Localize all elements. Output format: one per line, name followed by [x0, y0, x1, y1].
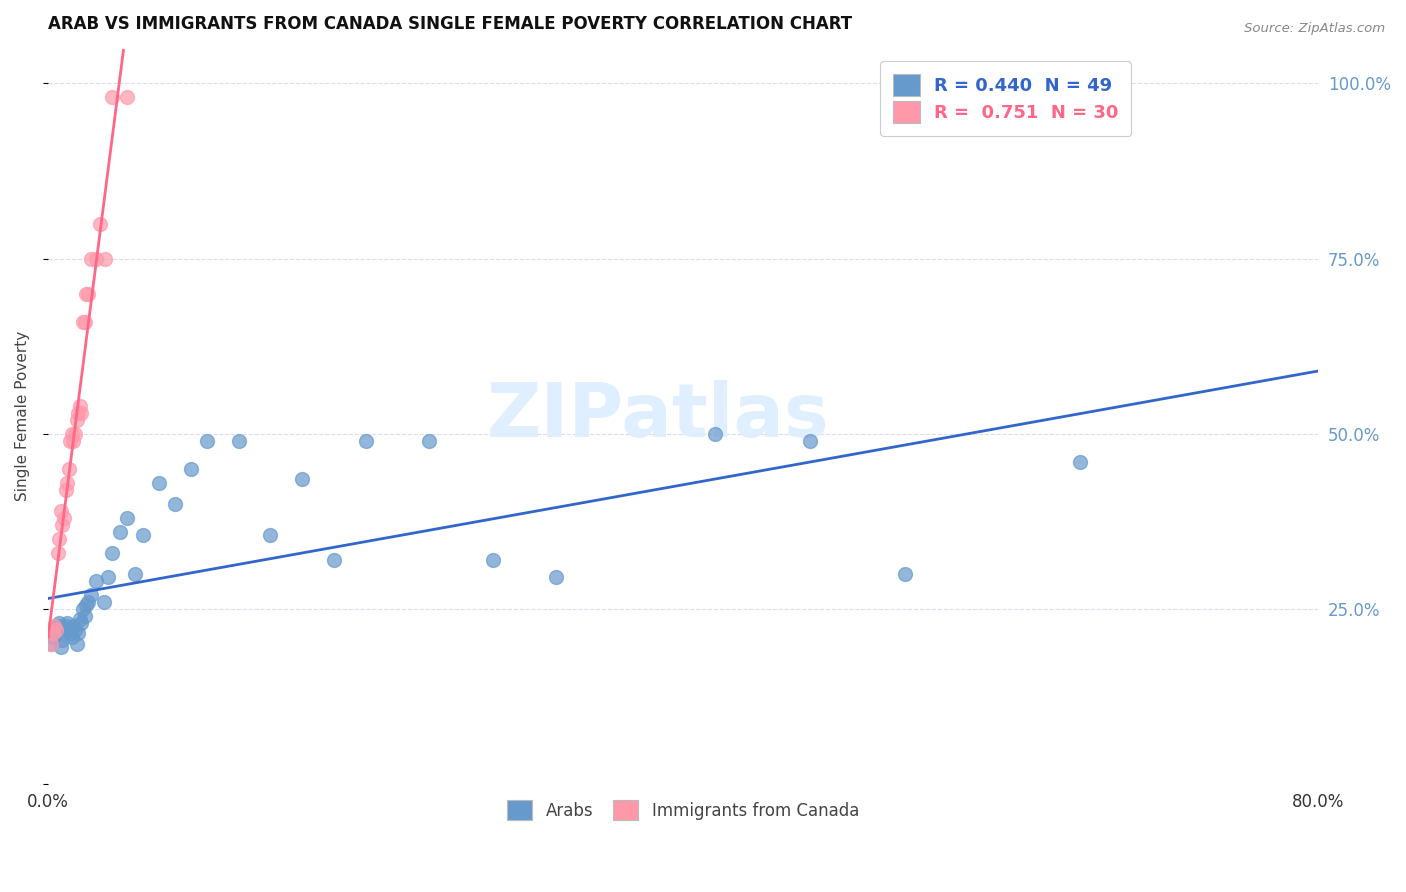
Point	[100, 90, 122, 104]
Text: Source: ZipAtlas.com: Source: ZipAtlas.com	[1244, 22, 1385, 36]
Point	[60, 630, 83, 644]
Point	[51, 517, 73, 532]
Point	[69, 399, 91, 413]
Point	[69, 612, 91, 626]
Point	[75, 286, 97, 301]
Point	[52, 626, 75, 640]
Point	[228, 434, 250, 448]
Point	[100, 546, 122, 560]
Point	[291, 472, 314, 486]
Point	[180, 461, 202, 475]
Point	[48, 615, 70, 630]
Point	[39, 637, 62, 651]
Point	[481, 552, 503, 566]
Point	[73, 608, 96, 623]
Point	[59, 626, 82, 640]
Point	[66, 412, 89, 426]
Point	[46, 546, 69, 560]
Point	[75, 598, 97, 612]
Point	[56, 615, 79, 630]
Point	[44, 623, 66, 637]
Point	[418, 434, 440, 448]
Point	[63, 623, 86, 637]
Point	[46, 619, 69, 633]
Point	[80, 252, 103, 266]
Point	[70, 615, 93, 630]
Point	[44, 619, 66, 633]
Y-axis label: Single Female Poverty: Single Female Poverty	[15, 331, 30, 501]
Point	[117, 90, 139, 104]
Point	[195, 434, 218, 448]
Point	[117, 510, 139, 524]
Point	[45, 623, 67, 637]
Point	[97, 570, 120, 584]
Point	[51, 633, 73, 648]
Point	[1069, 454, 1091, 468]
Point	[55, 619, 77, 633]
Point	[62, 434, 84, 448]
Point	[67, 406, 90, 420]
Point	[94, 252, 117, 266]
Point	[67, 626, 90, 640]
Point	[58, 623, 80, 637]
Point	[73, 314, 96, 328]
Point	[148, 475, 170, 490]
Point	[63, 426, 86, 441]
Point	[42, 626, 65, 640]
Text: ZIPatlas: ZIPatlas	[486, 380, 830, 452]
Point	[124, 566, 146, 581]
Point	[89, 217, 111, 231]
Point	[55, 483, 77, 497]
Point	[39, 637, 62, 651]
Point	[546, 570, 568, 584]
Point	[894, 566, 917, 581]
Point	[354, 434, 377, 448]
Point	[66, 637, 89, 651]
Point	[72, 601, 94, 615]
Point	[259, 528, 281, 542]
Point	[59, 434, 82, 448]
Point	[80, 588, 103, 602]
Point	[76, 286, 98, 301]
Point	[70, 406, 93, 420]
Legend: Arabs, Immigrants from Canada: Arabs, Immigrants from Canada	[501, 793, 866, 827]
Point	[49, 640, 72, 655]
Point	[132, 528, 155, 542]
Point	[165, 497, 187, 511]
Point	[108, 524, 131, 539]
Point	[72, 314, 94, 328]
Point	[60, 426, 83, 441]
Point	[42, 630, 65, 644]
Point	[45, 626, 67, 640]
Point	[84, 252, 107, 266]
Point	[799, 434, 821, 448]
Text: ARAB VS IMMIGRANTS FROM CANADA SINGLE FEMALE POVERTY CORRELATION CHART: ARAB VS IMMIGRANTS FROM CANADA SINGLE FE…	[48, 15, 852, 33]
Point	[62, 619, 84, 633]
Point	[52, 510, 75, 524]
Point	[84, 574, 107, 588]
Point	[703, 426, 725, 441]
Point	[49, 503, 72, 517]
Point	[322, 552, 344, 566]
Point	[56, 475, 79, 490]
Point	[93, 595, 115, 609]
Point	[48, 532, 70, 546]
Point	[76, 595, 98, 609]
Point	[58, 461, 80, 475]
